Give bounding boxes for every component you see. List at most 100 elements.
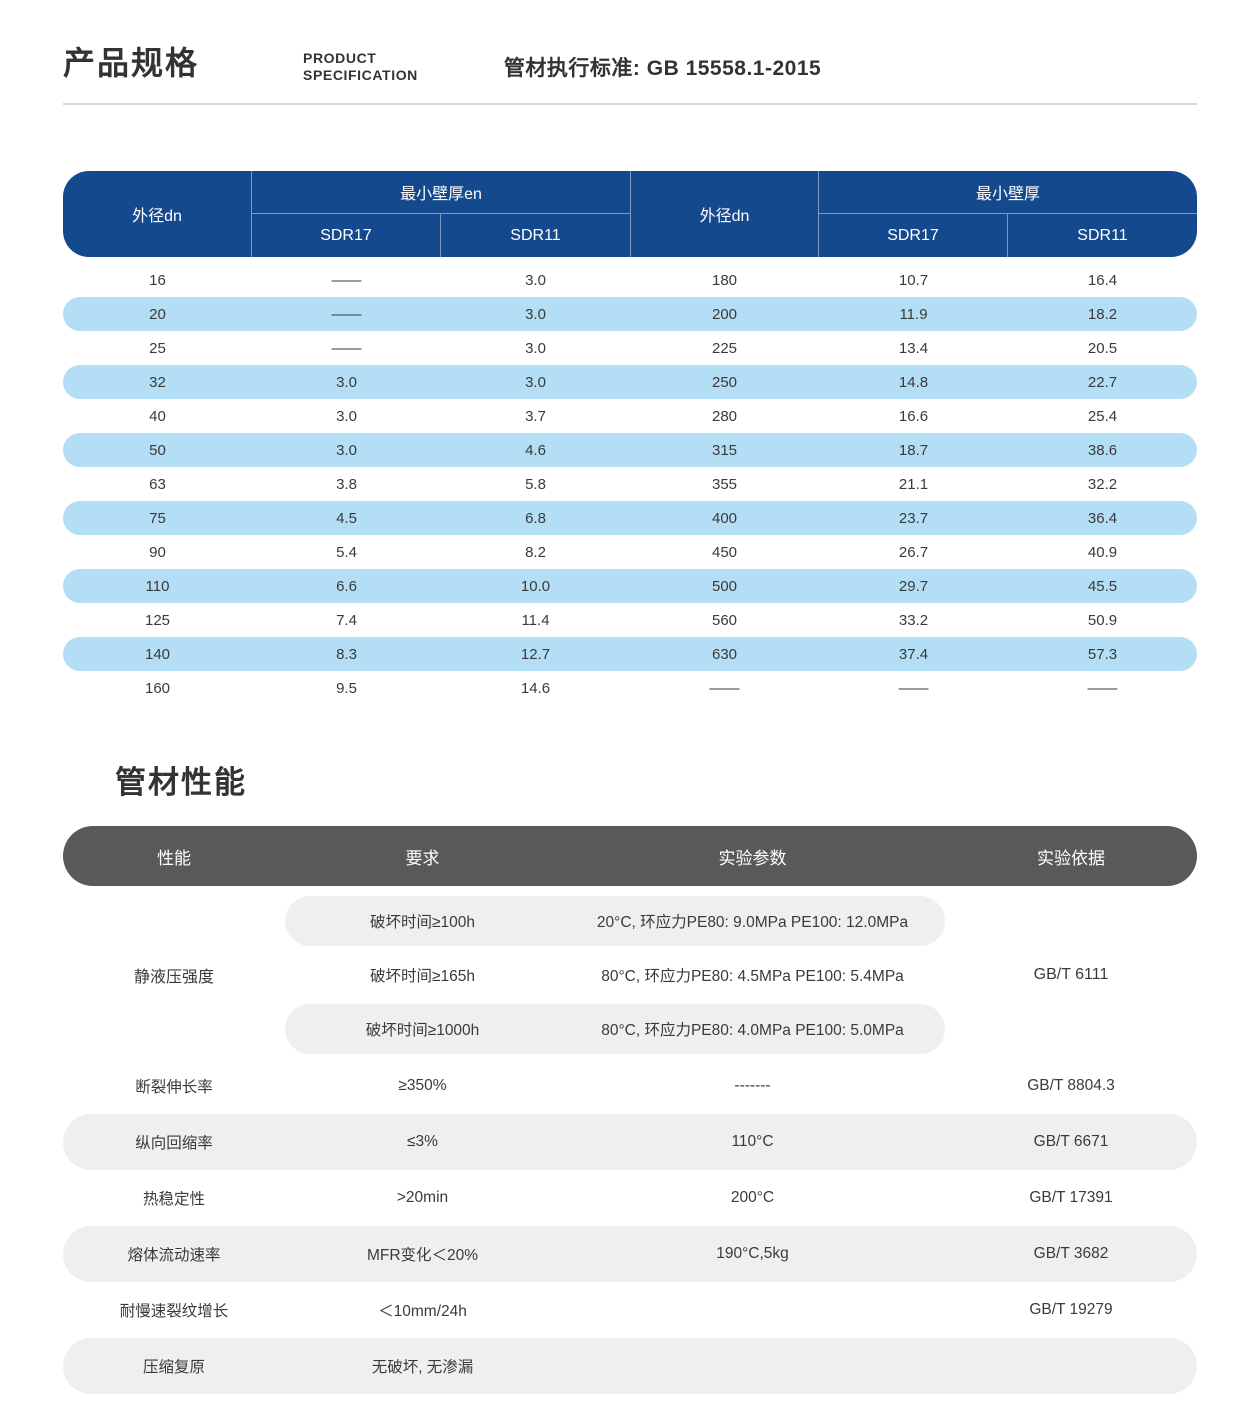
spec-table-cell: 23.7 (898, 509, 929, 527)
spec-table-cell: 7.4 (336, 611, 357, 629)
perf-header-requirement: 要求 (405, 848, 440, 868)
spec-table-cell: 3.0 (525, 373, 546, 391)
performance-title: 管材性能 (115, 765, 247, 801)
hydro-subrow: 破坏时间≥100h 20°C, 环应力PE80: 9.0MPa PE100: 12… (285, 896, 945, 947)
spec-table-cell: 37.4 (898, 645, 929, 663)
performance-table-row: 纵向回缩率 ≤3% 110°C GB/T 6671 (63, 1114, 1197, 1171)
spec-table-cell: 29.7 (898, 577, 929, 595)
spec-header-sdr17-right: SDR17 (819, 214, 1008, 258)
spec-table-cell: 38.6 (1087, 441, 1118, 459)
spec-table-cell: 160 (144, 679, 171, 697)
perf-header-standard: 实验依据 (1037, 848, 1105, 868)
hydro-subrow: 破坏时间≥165h 80°C, 环应力PE80: 4.5MPa PE100: 5.… (285, 950, 945, 1000)
spec-table-cell: 3.0 (336, 441, 357, 459)
spec-table-cell: 3.7 (525, 407, 546, 425)
perf-header-property: 性能 (157, 848, 191, 868)
spec-table-cell: 200 (711, 305, 738, 323)
spec-table-cell: 5.4 (336, 543, 357, 561)
perf-standard-cell: GB/T 19279 (1029, 1301, 1113, 1319)
spec-table-cell: 250 (711, 373, 738, 391)
spec-table-cell: 3.0 (336, 373, 357, 391)
spec-table-cell: 63 (149, 475, 166, 493)
spec-table-cell: 20 (149, 305, 166, 323)
perf-requirement-cell: ≤3% (407, 1133, 438, 1151)
spec-table-cell: 32.2 (1087, 475, 1118, 493)
spec-table-cell: 280 (711, 407, 738, 425)
spec-table-row: 90 5.4 8.2 450 26.7 40.9 (63, 535, 1197, 569)
spec-table-cell: 125 (144, 611, 171, 629)
spec-table-cell: 14.6 (520, 679, 551, 697)
spec-table-cell: 6.8 (525, 509, 546, 527)
spec-table-cell: 400 (711, 509, 738, 527)
spec-table-row: 32 3.0 3.0 250 14.8 22.7 (63, 365, 1197, 400)
spec-table-row: 75 4.5 6.8 400 23.7 36.4 (63, 501, 1197, 536)
spec-table-cell: 13.4 (898, 339, 929, 357)
perf-rows: 断裂伸长率 ≥350% ------- GB/T 8804.3 纵向回缩率 ≤3% 110°… (63, 1058, 1197, 1395)
spec-table-cell: 225 (711, 339, 738, 357)
hydro-subrow: 破坏时间≥1000h 80°C, 环应力PE80: 4.0MPa PE100: 5… (285, 1004, 945, 1055)
spec-table-row: 50 3.0 4.6 315 18.7 38.6 (63, 433, 1197, 468)
hydro-parameter-cell: 80°C, 环应力PE80: 4.0MPa PE100: 5.0MPa (601, 1022, 904, 1040)
page-title-en-line1: PRODUCT (303, 50, 377, 66)
spec-table-cell: 11.9 (899, 305, 928, 323)
spec-table-row: 16 —— 3.0 180 10.7 16.4 (63, 263, 1197, 297)
spec-table-cell: 12.7 (520, 645, 551, 663)
hydro-standard-label: GB/T 6111 (1033, 966, 1109, 984)
spec-header-group-right: 最小壁厚 (819, 171, 1197, 215)
spec-table-cell: 5.8 (525, 475, 546, 493)
spec-table-cell: 355 (711, 475, 738, 493)
spec-header-sdr11-right: SDR11 (1077, 226, 1128, 244)
spec-table-row: 110 6.6 10.0 500 29.7 45.5 (63, 569, 1197, 604)
spec-table-cell: 3.0 (525, 305, 546, 323)
spec-table-cell: 26.7 (898, 543, 929, 561)
spec-table-cell: 33.2 (898, 611, 929, 629)
hydro-property-label: 静液压强度 (133, 969, 214, 987)
spec-table: 外径dn 最小壁厚en SDR17 SDR11 外径dn 最小壁厚 SDR17 … (63, 171, 1197, 705)
spec-table-cell: —— (331, 271, 362, 289)
spec-table-cell: 9.5 (336, 679, 357, 697)
spec-table-row: 125 7.4 11.4 560 33.2 50.9 (63, 603, 1197, 637)
spec-table-cell: 16 (149, 271, 166, 289)
perf-property-cell: 熔体流动速率 (127, 1247, 221, 1265)
hydro-parameter-cell: 20°C, 环应力PE80: 9.0MPa PE100: 12.0MPa (596, 914, 909, 932)
spec-header-group-left: 最小壁厚en (252, 171, 630, 215)
hydro-parameter-cell: 80°C, 环应力PE80: 4.5MPa PE100: 5.4MPa (601, 968, 904, 986)
spec-table-cell: 16.6 (898, 407, 929, 425)
spec-table-cell: —— (331, 339, 362, 357)
content: 产品规格 PRODUCT SPECIFICATION 管材执行标准: GB 15… (63, 45, 1197, 1395)
spec-header-sdr17-left: SDR17 (252, 214, 441, 258)
spec-header-od-right: 外径dn (630, 171, 819, 258)
performance-table-header: 性能 要求 实验参数 实验依据 (63, 826, 1197, 887)
spec-table-cell: 18.7 (898, 441, 929, 459)
spec-table-cell: 500 (711, 577, 738, 595)
spec-table-cell: —— (1087, 679, 1118, 697)
spec-table-cell: 21.1 (898, 475, 929, 493)
spec-table-cell: —— (709, 679, 740, 697)
spec-table-row: 160 9.5 14.6 —— —— —— (63, 671, 1197, 705)
perf-standard-cell: GB/T 8804.3 (1027, 1077, 1115, 1095)
spec-table-row: 20 —— 3.0 200 11.9 18.2 (63, 297, 1197, 332)
page-title-en-line2: SPECIFICATION (303, 66, 418, 83)
hydro-subrows: 破坏时间≥100h 20°C, 环应力PE80: 9.0MPa PE100: 12… (285, 892, 945, 1058)
perf-requirement-cell: >20min (396, 1189, 449, 1207)
perf-standard-cell: GB/T 17391 (1029, 1189, 1113, 1207)
perf-standard-cell: GB/T 3682 (1033, 1245, 1109, 1263)
perf-requirement-cell: ＜10mm/24h (378, 1303, 467, 1321)
spec-header-sdr11-left: SDR11 (510, 226, 561, 244)
page-title-en: PRODUCT SPECIFICATION (303, 50, 418, 83)
spec-table-cell: 14.8 (898, 373, 929, 391)
spec-table-cell: 140 (144, 645, 171, 663)
spec-table-cell: 75 (149, 509, 166, 527)
spec-table-cell: 25 (149, 339, 166, 357)
spec-table-cell: 3.0 (525, 271, 546, 289)
hydro-requirement-cell: 破坏时间≥1000h (365, 1022, 480, 1040)
perf-parameter-cell: 200°C (730, 1189, 775, 1207)
spec-table-cell: 3.0 (525, 339, 546, 357)
spec-table-cell: 36.4 (1087, 509, 1118, 527)
spec-table-cell: 630 (711, 645, 738, 663)
spec-table-rows: 16 —— 3.0 180 10.7 16.4 20 —— 3.0 200 11.9 18.2 25 ——… (63, 263, 1197, 705)
spec-table-header: 外径dn 最小壁厚en SDR17 SDR11 外径dn 最小壁厚 SDR17 … (63, 171, 1197, 258)
perf-parameter-cell: ------- (734, 1077, 771, 1095)
spec-table-row: 25 —— 3.0 225 13.4 20.5 (63, 331, 1197, 365)
perf-requirement-cell: MFR变化＜20% (366, 1247, 479, 1265)
